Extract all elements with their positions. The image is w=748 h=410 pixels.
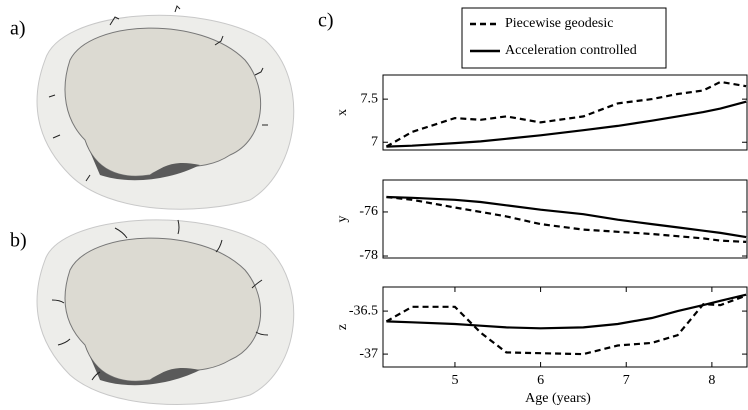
panel-label: a): [10, 18, 26, 40]
y-tick-label: -78: [359, 248, 378, 263]
plot-frame: [382, 74, 748, 151]
series-line: [386, 195, 747, 243]
y-tick-label: 7.5: [361, 91, 379, 106]
legend-label: Piecewise geodesic: [505, 16, 613, 31]
brain-render-a: [36, 5, 295, 210]
x-axis-label: Age (years): [525, 391, 591, 406]
legend-box: [461, 7, 667, 69]
series-line: [386, 293, 747, 330]
x-tick-label: 7: [623, 373, 630, 388]
panel-label: b): [10, 230, 27, 252]
y-tick-label: -36.5: [349, 303, 378, 318]
brain-render-b: [36, 219, 295, 405]
y-tick-label: 7: [371, 134, 378, 149]
y-tick-label: -37: [359, 346, 378, 361]
panel-label: c): [318, 10, 334, 32]
series-line: [386, 100, 747, 148]
plot-frame: [382, 179, 748, 259]
series-line: [385, 80, 747, 148]
series-line: [385, 294, 747, 356]
legend-label: Acceleration controlled: [505, 43, 637, 58]
plot-frame: [382, 286, 748, 368]
x-tick-label: 6: [537, 373, 544, 388]
y-axis-label: y: [335, 216, 350, 223]
y-axis-label: z: [335, 324, 350, 330]
series-line: [386, 195, 747, 239]
x-tick-label: 8: [708, 373, 715, 388]
y-axis-label: x: [335, 109, 350, 116]
y-tick-label: -76: [359, 204, 378, 219]
x-tick-label: 5: [451, 373, 458, 388]
